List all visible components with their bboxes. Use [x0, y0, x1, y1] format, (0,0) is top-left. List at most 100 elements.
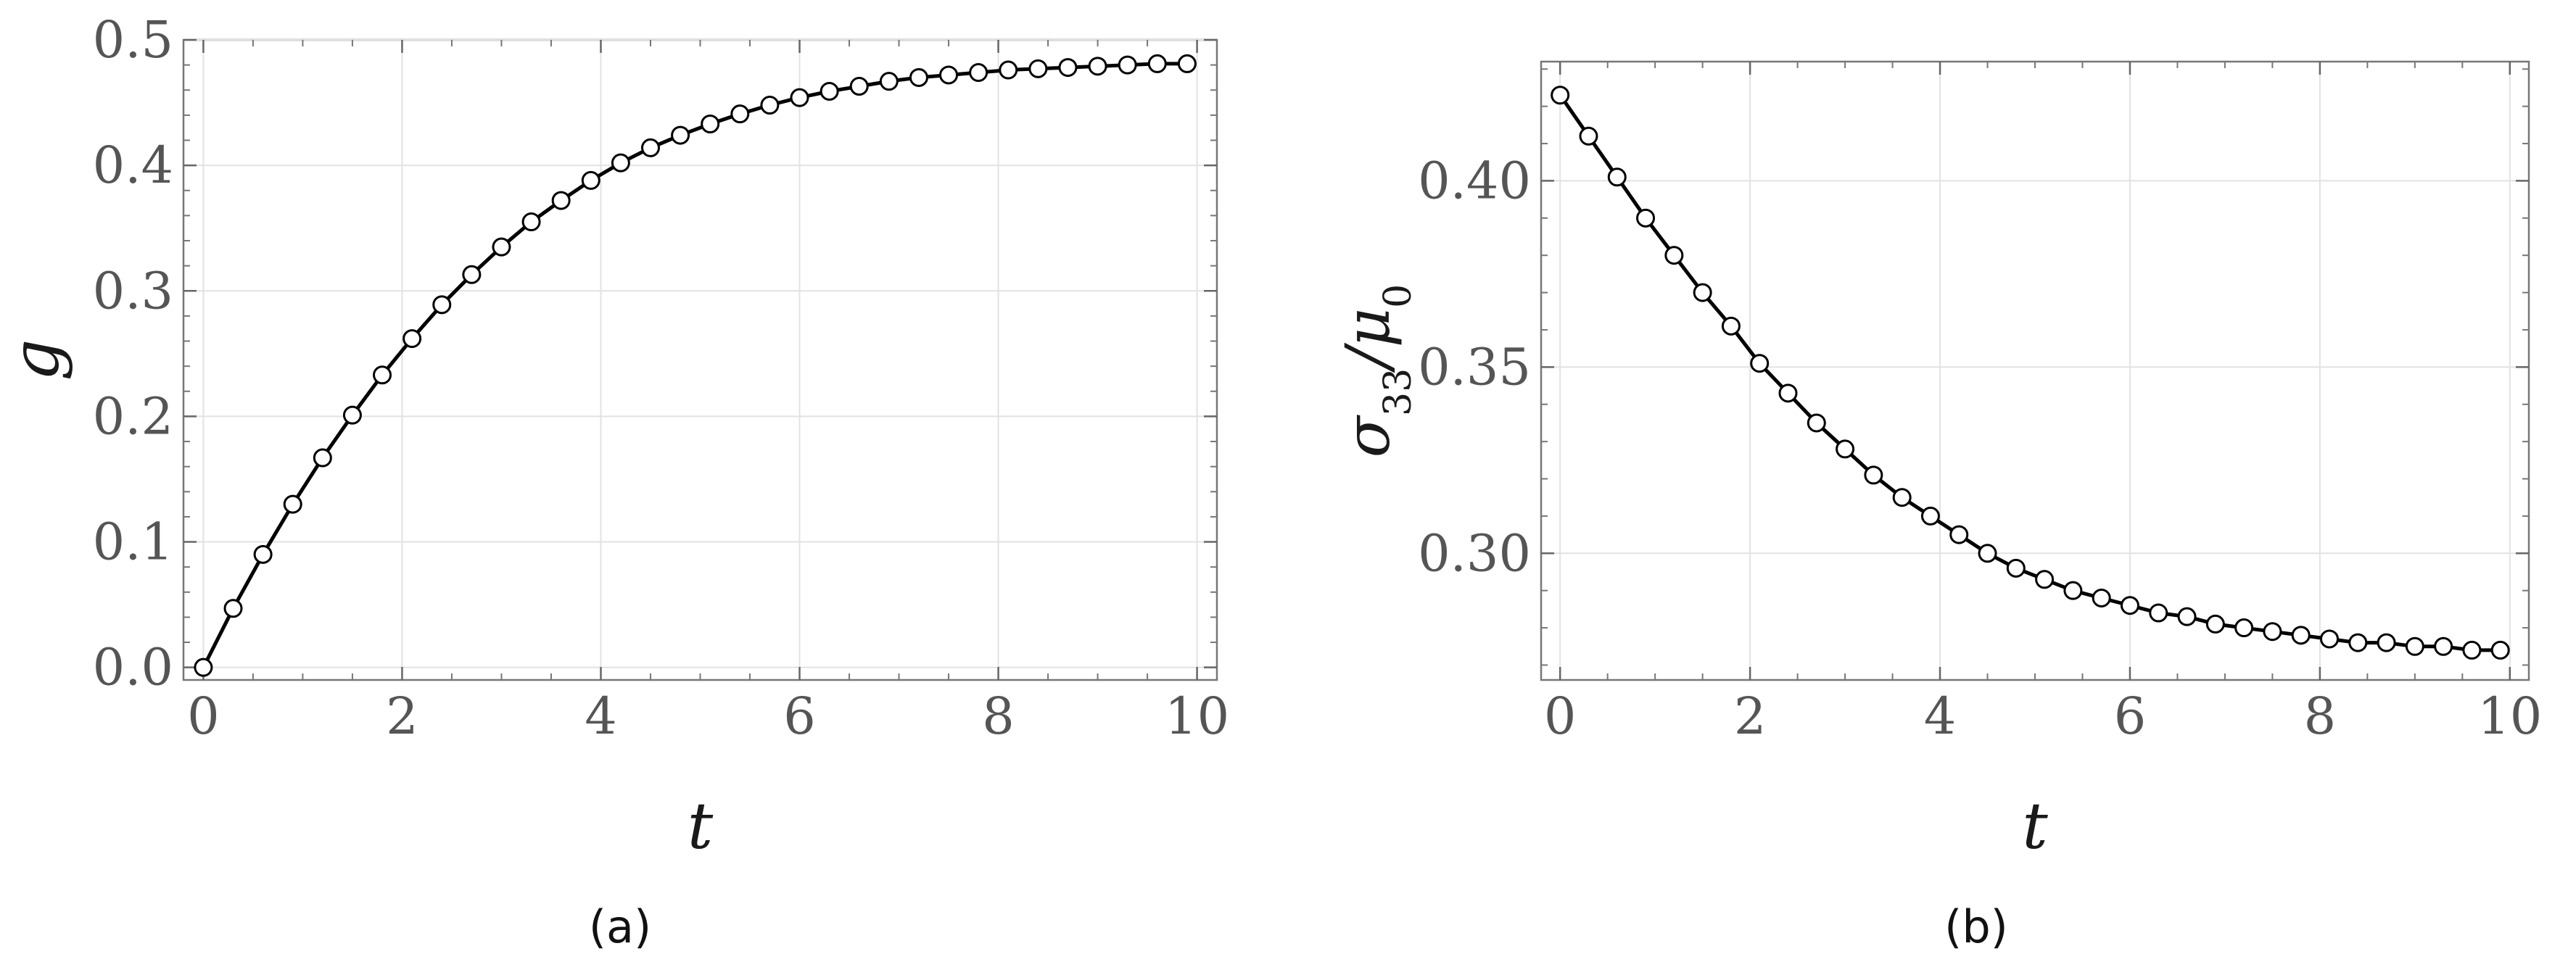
data-point — [671, 125, 690, 145]
data-point — [1607, 167, 1627, 187]
y-tick-label: 0.4 — [93, 136, 173, 195]
data-point — [2234, 618, 2254, 638]
data-point — [999, 60, 1018, 80]
data-point — [1721, 316, 1741, 336]
data-point — [939, 65, 959, 85]
y-tick-label: 0.3 — [93, 261, 173, 320]
data-point — [2263, 622, 2282, 642]
data-point — [1118, 55, 1137, 75]
data-point — [432, 295, 452, 315]
y-axis-label: g — [0, 339, 74, 381]
data-point — [1920, 506, 1940, 526]
data-point — [462, 265, 482, 284]
x-tick-label: 6 — [2114, 686, 2147, 746]
data-point — [2462, 640, 2482, 660]
x-tick-label: 6 — [783, 686, 816, 746]
data-point — [2490, 640, 2510, 660]
data-point — [2291, 626, 2311, 645]
data-point — [1750, 354, 1770, 373]
data-point — [1664, 246, 1684, 265]
data-point — [849, 77, 869, 96]
x-tick-label: 0 — [187, 686, 220, 746]
grid — [1541, 62, 2529, 680]
data-point — [909, 67, 928, 87]
x-tick-label: 4 — [585, 686, 617, 746]
data-point — [223, 599, 243, 618]
data-point — [879, 72, 899, 91]
data-point — [2177, 607, 2197, 626]
data-point — [701, 115, 720, 134]
data-point — [1778, 383, 1798, 403]
x-axis-label: t — [688, 789, 714, 863]
series-line — [202, 62, 1187, 668]
data-point — [1949, 525, 1969, 544]
data-point — [551, 191, 571, 210]
y-tick-label: 0.5 — [93, 10, 173, 70]
plot-frame — [182, 38, 1218, 681]
data-point — [1058, 58, 1078, 78]
y-tick-label: 0.30 — [1418, 523, 1531, 583]
data-point — [1579, 126, 1598, 146]
x-tick-label: 4 — [1924, 686, 1957, 746]
x-tick-label: 2 — [386, 686, 418, 746]
data-point — [760, 96, 780, 115]
x-tick-label: 8 — [982, 686, 1015, 746]
data-point — [2120, 596, 2139, 615]
y-tick-label: 0.35 — [1418, 337, 1531, 397]
panel-caption: (a) — [589, 900, 651, 953]
data-point — [2092, 588, 2111, 607]
data-point — [2205, 614, 2225, 634]
data-point — [2434, 636, 2453, 656]
y-tick-label: 0.1 — [93, 513, 173, 572]
x-tick-label: 8 — [2304, 686, 2337, 746]
data-point — [2149, 603, 2168, 623]
data-point — [313, 448, 332, 468]
y-tick-label: 0.40 — [1418, 151, 1531, 210]
data-point — [2035, 570, 2055, 589]
data-point — [820, 81, 839, 101]
data-point — [2348, 633, 2368, 652]
data-point — [2377, 633, 2396, 652]
data-point — [2006, 558, 2026, 578]
data-point — [1147, 54, 1167, 73]
plot-frame — [1540, 60, 2530, 681]
data-point — [492, 237, 511, 257]
x-tick-label: 0 — [1544, 686, 1577, 746]
data-point — [373, 365, 392, 385]
data-point — [2405, 636, 2424, 656]
data-point — [283, 494, 302, 514]
grid — [183, 39, 1217, 680]
data-point — [1693, 283, 1712, 302]
data-point — [581, 170, 600, 190]
data-point — [1177, 54, 1197, 73]
data-point — [1892, 488, 1912, 507]
panel-b: 0 2 4 6 8 10 0.30 0.35 0.40 t σ33/μ0 (b) — [1332, 60, 2542, 953]
data-point — [1636, 208, 1656, 228]
data-point — [1088, 57, 1107, 76]
data-point — [253, 544, 273, 564]
data-point — [640, 138, 660, 157]
data-point — [402, 329, 422, 349]
data-point — [194, 657, 213, 677]
data-point — [1978, 544, 1997, 563]
x-axis-label: t — [2022, 789, 2048, 863]
y-tick-label: 0.2 — [93, 386, 173, 446]
data-point — [730, 104, 750, 124]
data-point — [790, 88, 809, 107]
data-point — [342, 405, 362, 425]
data-point — [1028, 59, 1048, 78]
data-point — [1864, 465, 1883, 485]
x-tick-label: 2 — [1734, 686, 1767, 746]
data-point — [2063, 581, 2083, 600]
panel-caption: (b) — [1944, 900, 2008, 953]
data-point — [611, 153, 630, 173]
series-line — [1559, 94, 2501, 652]
y-tick-label: 0.0 — [93, 638, 173, 697]
ticks — [1541, 62, 2529, 680]
y-axis-label: σ33/μ0 — [1332, 284, 1420, 458]
x-tick-label: 10 — [2477, 686, 2542, 746]
data-point — [2319, 629, 2339, 649]
data-point — [1551, 86, 1570, 105]
panel-a: 0 2 4 6 8 10 0.0 0.1 0.2 0.3 0.4 0.5 t g (a) — [0, 10, 1229, 953]
